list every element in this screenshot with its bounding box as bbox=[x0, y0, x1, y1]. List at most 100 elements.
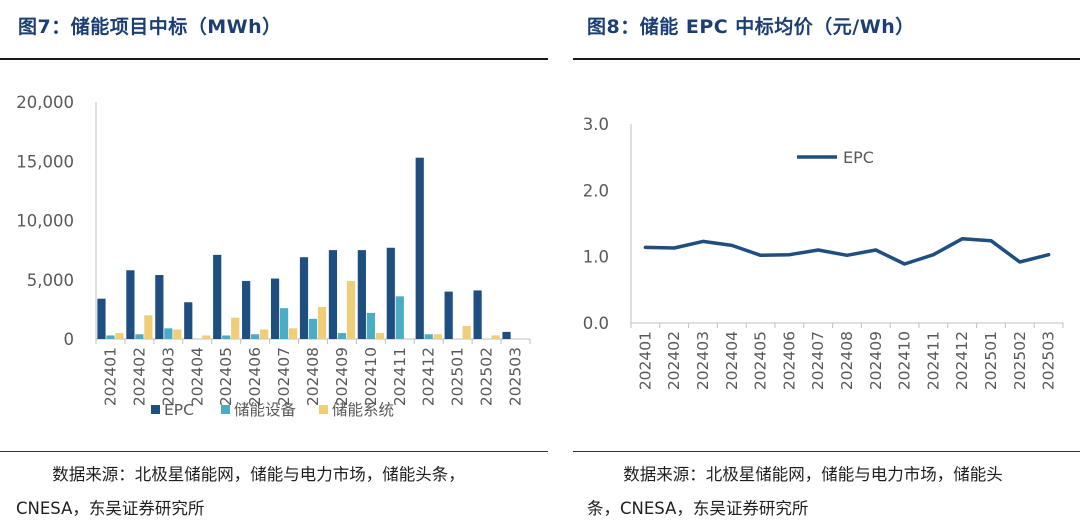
bar-series-3 bbox=[346, 280, 356, 339]
bar-series-2 bbox=[106, 335, 115, 339]
x-tick-label: 202502 bbox=[1011, 331, 1029, 390]
x-tick-label: 202403 bbox=[694, 331, 712, 390]
right-panel: 图8：储能 EPC 中标均价（元/Wh） 0.0 1.0 2.0 3.0 202401 2… bbox=[573, 0, 1080, 525]
bar-epc bbox=[357, 250, 366, 339]
x-tick-label: 202401 bbox=[636, 331, 654, 390]
legend-swatch-series-3 bbox=[319, 405, 328, 414]
point-epc bbox=[903, 262, 907, 266]
x-tick-label: 202405 bbox=[752, 331, 770, 390]
bar-series-3 bbox=[462, 325, 471, 339]
bar-series-2 bbox=[337, 333, 347, 339]
left-chart-title: 图7：储能项目中标（MWh） bbox=[18, 16, 282, 38]
x-tick-label: 202404 bbox=[188, 347, 206, 406]
point-epc bbox=[730, 243, 734, 247]
x-tick-label: 202503 bbox=[507, 347, 525, 406]
y-tick-label: 0 bbox=[64, 330, 75, 349]
bar-epc bbox=[155, 275, 164, 339]
x-tick-label: 202407 bbox=[809, 331, 827, 390]
line-chart: 0.0 1.0 2.0 3.0 202401 202402 202403 202404 2024… bbox=[583, 115, 1064, 390]
point-epc bbox=[1047, 253, 1051, 257]
x-tick-label: 202403 bbox=[159, 347, 177, 406]
x-tick-label: 202406 bbox=[246, 347, 264, 406]
x-tick-label: 202502 bbox=[478, 347, 496, 406]
bar-series-2 bbox=[135, 334, 144, 339]
point-epc bbox=[960, 237, 964, 241]
y-tick-label: 20,000 bbox=[16, 93, 74, 112]
bar-series-3 bbox=[115, 333, 124, 339]
point-epc bbox=[816, 248, 820, 252]
x-tick-label: 202409 bbox=[333, 347, 351, 406]
right-top-rule bbox=[573, 58, 1080, 60]
bar-series-2 bbox=[279, 308, 289, 339]
x-tick-label: 202501 bbox=[982, 331, 1000, 390]
point-epc bbox=[759, 253, 763, 257]
y-tick-label: 15,000 bbox=[16, 152, 74, 171]
bar-series-2 bbox=[308, 318, 318, 339]
legend-label-series-3: 储能系统 bbox=[332, 401, 394, 419]
left-source-note: 数据来源：北极星储能网，储能与电力市场，储能头条，CNESA，东吴证券研究所 bbox=[16, 465, 465, 518]
left-top-rule bbox=[0, 58, 548, 60]
bar-epc bbox=[242, 280, 251, 339]
x-tick-label: 202405 bbox=[217, 347, 235, 406]
x-tick-label: 202411 bbox=[391, 347, 409, 406]
y-tick-label: 3.0 bbox=[583, 115, 609, 134]
x-tick-label: 202409 bbox=[867, 331, 885, 390]
x-tick-label: 202406 bbox=[780, 331, 798, 390]
bar-series-3 bbox=[260, 329, 269, 339]
bar-series-3 bbox=[375, 333, 384, 339]
bar-epc bbox=[184, 302, 193, 339]
x-tick-label: 202412 bbox=[420, 347, 438, 406]
x-tick-label: 202410 bbox=[362, 347, 380, 406]
right-bottom-rule bbox=[573, 451, 1080, 452]
bar-epc bbox=[97, 298, 106, 339]
bar-chart: 0 5,000 10,000 15,000 20,000 202401 202402 2024… bbox=[16, 93, 531, 419]
bar-series-2 bbox=[222, 335, 231, 339]
point-epc bbox=[874, 248, 878, 252]
bar-series-2 bbox=[251, 334, 260, 339]
point-epc bbox=[701, 239, 705, 243]
bar-series-3 bbox=[491, 335, 500, 339]
x-tick-label: 202412 bbox=[953, 331, 971, 390]
point-epc bbox=[672, 246, 676, 250]
bar-series-2 bbox=[424, 334, 433, 339]
bar-epc bbox=[386, 247, 395, 339]
x-tick-label: 202408 bbox=[304, 347, 322, 406]
bar-series-3 bbox=[173, 329, 182, 339]
legend-label-epc: EPC bbox=[843, 148, 874, 167]
y-tick-label: 5,000 bbox=[27, 271, 74, 290]
y-tick-label: 10,000 bbox=[16, 212, 74, 231]
x-tick-label: 202408 bbox=[838, 331, 856, 390]
x-tick-label: 202402 bbox=[665, 331, 683, 390]
bar-epc bbox=[415, 157, 424, 339]
bar-epc bbox=[328, 250, 338, 339]
right-chart-title: 图8：储能 EPC 中标均价（元/Wh） bbox=[587, 16, 915, 38]
x-tick-label: 202503 bbox=[1040, 331, 1058, 390]
bar-series-3 bbox=[202, 335, 211, 339]
bar-series-3 bbox=[144, 315, 153, 339]
point-epc bbox=[931, 253, 935, 257]
line-epc bbox=[643, 237, 1051, 266]
bar-series-3 bbox=[288, 328, 298, 339]
x-tick-label: 202501 bbox=[449, 347, 467, 406]
y-tick-label: 2.0 bbox=[583, 181, 609, 200]
right-source-note: 数据来源：北极星储能网，储能与电力市场，储能头条，CNESA，东吴证券研究所 bbox=[587, 465, 1003, 518]
legend-label-epc: EPC bbox=[164, 401, 194, 419]
legend-swatch-series-2 bbox=[221, 405, 230, 414]
left-panel: 图7：储能项目中标（MWh） 0 5,000 10,000 15,000 20,000 2… bbox=[0, 16, 548, 518]
point-epc bbox=[1018, 260, 1022, 264]
bar-series-3 bbox=[433, 334, 442, 339]
x-tick-label: 202407 bbox=[275, 347, 293, 406]
bar-epc bbox=[473, 290, 482, 339]
y-tick-label: 0.0 bbox=[583, 314, 609, 333]
point-epc bbox=[845, 253, 849, 257]
bar-series-2 bbox=[366, 312, 375, 339]
point-epc bbox=[787, 253, 791, 257]
legend-swatch-epc bbox=[151, 405, 160, 414]
bar-epc bbox=[299, 257, 309, 339]
x-tick-label: 202404 bbox=[723, 331, 741, 390]
x-tick-label: 202401 bbox=[101, 347, 119, 406]
left-bottom-rule bbox=[0, 451, 548, 452]
bar-epc bbox=[126, 270, 135, 339]
bar-epc bbox=[502, 331, 511, 339]
x-tick-label: 202402 bbox=[130, 347, 148, 406]
